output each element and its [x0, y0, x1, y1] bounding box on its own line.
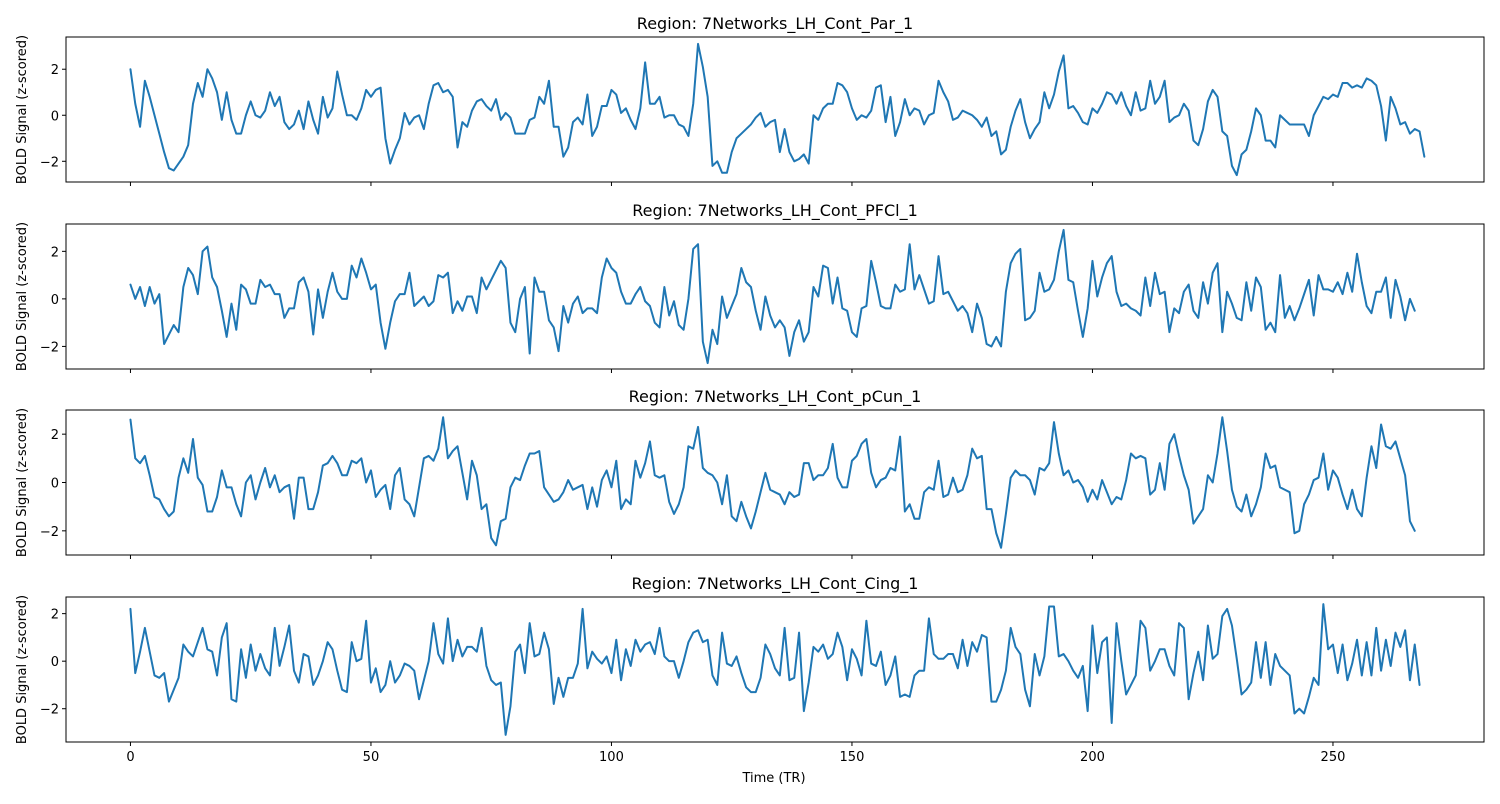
x-tick-label: 150 [840, 750, 865, 765]
series-line [129, 416, 1416, 549]
plot-frame [65, 409, 1485, 556]
plot-frame [65, 36, 1485, 183]
y-tick-label: −2 [40, 525, 59, 540]
x-tick-label: 0 [126, 750, 134, 765]
plot-frame [65, 223, 1485, 370]
y-axis-label: BOLD Signal (z-scored) [15, 595, 30, 744]
x-axis-label: Time (TR) [741, 771, 805, 786]
y-axis-label: BOLD Signal (z-scored) [15, 408, 30, 557]
y-tick-label: −2 [40, 155, 59, 170]
y-tick-label: 0 [51, 293, 59, 308]
panel-title: Region: 7Networks_LH_Cont_Par_1 [637, 14, 913, 34]
y-tick-label: 2 [51, 608, 59, 623]
y-tick-label: 0 [51, 477, 59, 492]
panel-title: Region: 7Networks_LH_Cont_Cing_1 [632, 574, 919, 594]
y-axis-label: BOLD Signal (z-scored) [15, 222, 30, 371]
x-tick-label: 200 [1080, 750, 1105, 765]
y-tick-label: 0 [51, 109, 59, 124]
panel-title: Region: 7Networks_LH_Cont_pCun_1 [629, 387, 922, 407]
panel-title: Region: 7Networks_LH_Cont_PFCl_1 [632, 201, 918, 221]
series-line [129, 228, 1416, 365]
y-axis-label: BOLD Signal (z-scored) [15, 35, 30, 184]
series-line [129, 42, 1426, 177]
series-line [129, 603, 1421, 736]
y-tick-label: −2 [40, 340, 59, 355]
y-tick-label: 2 [51, 63, 59, 78]
y-tick-label: 2 [51, 428, 59, 443]
y-tick-label: −2 [40, 703, 59, 718]
x-tick-label: 250 [1321, 750, 1346, 765]
y-tick-label: 0 [51, 655, 59, 670]
plot-frame [65, 596, 1485, 743]
y-tick-label: 2 [51, 245, 59, 260]
x-tick-label: 100 [599, 750, 624, 765]
x-tick-label: 50 [363, 750, 380, 765]
